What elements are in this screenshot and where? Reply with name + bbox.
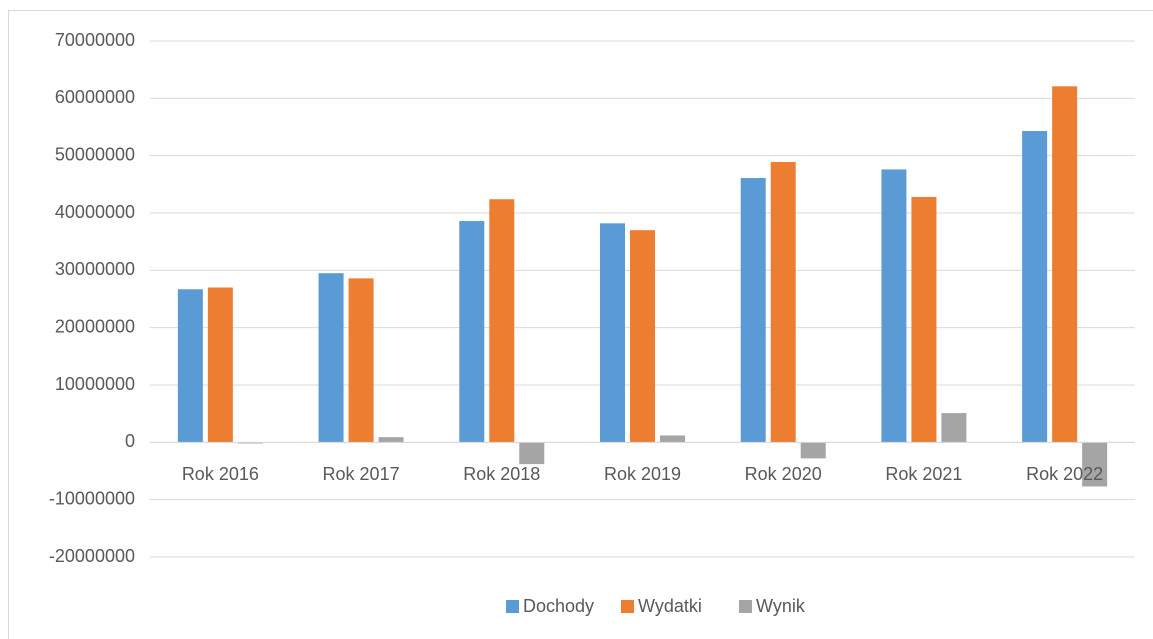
bar: [519, 442, 545, 465]
bar: [177, 289, 203, 443]
y-tick-label: -10000000: [49, 488, 135, 508]
bar: [318, 273, 344, 443]
y-tick-label: 60000000: [55, 87, 135, 107]
bar: [1052, 86, 1078, 443]
x-tick-label: Rok 2022: [1026, 464, 1103, 484]
legend-swatch: [739, 600, 752, 613]
y-tick-label: -20000000: [49, 546, 135, 566]
bar: [881, 169, 907, 443]
x-tick-label: Rok 2017: [323, 464, 400, 484]
legend-swatch: [506, 600, 519, 613]
x-tick-label: Rok 2018: [463, 464, 540, 484]
y-tick-label: 50000000: [55, 144, 135, 164]
bar: [207, 287, 233, 443]
bar: [770, 161, 796, 443]
y-tick-label: 0: [125, 431, 135, 451]
x-tick-label: Rok 2021: [885, 464, 962, 484]
chart-frame: [8, 10, 1153, 639]
legend-label: Dochody: [523, 596, 594, 616]
x-tick-label: Rok 2016: [182, 464, 259, 484]
bar: [600, 223, 625, 443]
x-tick-label: Rok 2019: [604, 464, 681, 484]
legend-label: Wydatki: [638, 596, 702, 616]
bar: [489, 199, 515, 443]
bar: [740, 178, 766, 443]
legend-label: Wynik: [756, 596, 806, 616]
bar: [800, 442, 826, 459]
bar: [630, 230, 655, 443]
bar: [941, 413, 967, 443]
x-tick-label: Rok 2020: [745, 464, 822, 484]
y-tick-label: 30000000: [55, 259, 135, 279]
bar: [660, 435, 685, 443]
legend-swatch: [621, 600, 634, 613]
bar: [1082, 442, 1108, 487]
bar: [1022, 131, 1048, 443]
bar: [348, 278, 374, 443]
y-tick-label: 70000000: [55, 30, 135, 50]
bar: [237, 442, 263, 444]
y-tick-label: 20000000: [55, 316, 135, 336]
bar: [459, 221, 485, 443]
y-tick-label: 40000000: [55, 202, 135, 222]
bar: [378, 437, 404, 443]
bar: [911, 196, 937, 443]
y-tick-label: 10000000: [55, 374, 135, 394]
